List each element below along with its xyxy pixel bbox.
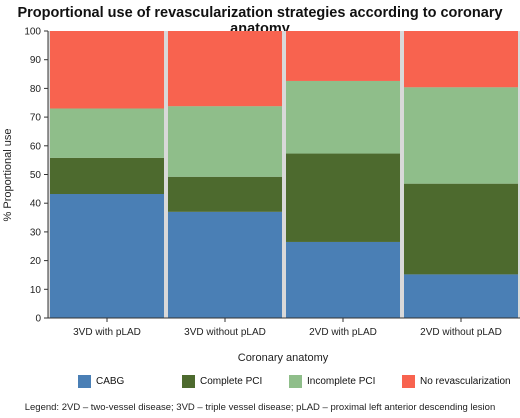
y-tick-label: 100 [24,27,41,38]
y-tick-label: 30 [30,227,42,238]
legend-swatch [78,375,91,388]
y-tick-label: 90 [30,55,42,66]
y-tick-label: 60 [30,141,42,152]
bar-incomplete-pci-3 [404,87,518,184]
bars-layer [50,31,518,318]
bar-incomplete-pci-2 [286,80,400,154]
x-tick-label: 2VD without pLAD [420,327,502,338]
x-axis-label: Coronary anatomy [238,352,329,364]
legend-item: CABG [78,375,124,388]
bar-cabg-2 [286,241,400,318]
legend-label: Complete PCI [200,376,263,387]
legend-swatch [289,375,302,388]
x-tick-label: 3VD with pLAD [73,327,141,338]
bar-incomplete-pci-1 [168,106,282,177]
stacked-bar-chart: 3VD with pLAD 3VD without pLAD 2VD with pL… [2,27,520,364]
bar-no-revascularization-3 [404,31,518,88]
bar-no-revascularization-2 [286,31,400,81]
x-tick-label: 2VD with pLAD [309,327,377,338]
footnote: Legend: 2VD – two-vessel disease; 3VD – … [24,402,496,413]
bar-complete-pci-3 [404,183,518,275]
y-tick-label: 80 [30,84,42,95]
bar-cabg-1 [168,211,282,318]
bar-no-revascularization-1 [168,31,282,107]
legend-label: No revascularization [420,376,511,387]
bar-complete-pci-2 [286,153,400,242]
legend-item: Incomplete PCI [289,375,375,388]
legend-item: No revascularization [402,375,511,388]
bar-cabg-0 [50,194,164,318]
axes-layer: 3VD with pLAD 3VD without pLAD 2VD with pL… [24,27,520,338]
y-axis-label: % Proportional use [2,129,14,222]
legend-swatch [402,375,415,388]
y-tick-label: 10 [30,285,42,296]
y-tick-label: 40 [30,199,42,210]
legend-swatch [182,375,195,388]
y-tick-label: 70 [30,113,42,124]
y-tick-label: 50 [30,170,42,181]
bar-no-revascularization-0 [50,31,164,109]
legend-label: Incomplete PCI [307,376,376,387]
bar-complete-pci-1 [168,176,282,212]
y-tick-label: 0 [35,314,41,325]
x-tick-label: 3VD without pLAD [184,327,266,338]
y-tick-label: 20 [30,256,42,267]
bar-complete-pci-0 [50,157,164,195]
legend-label: CABG [96,376,125,387]
legend-item: Complete PCI [182,375,262,388]
bar-cabg-3 [404,274,518,318]
bar-incomplete-pci-0 [50,108,164,158]
